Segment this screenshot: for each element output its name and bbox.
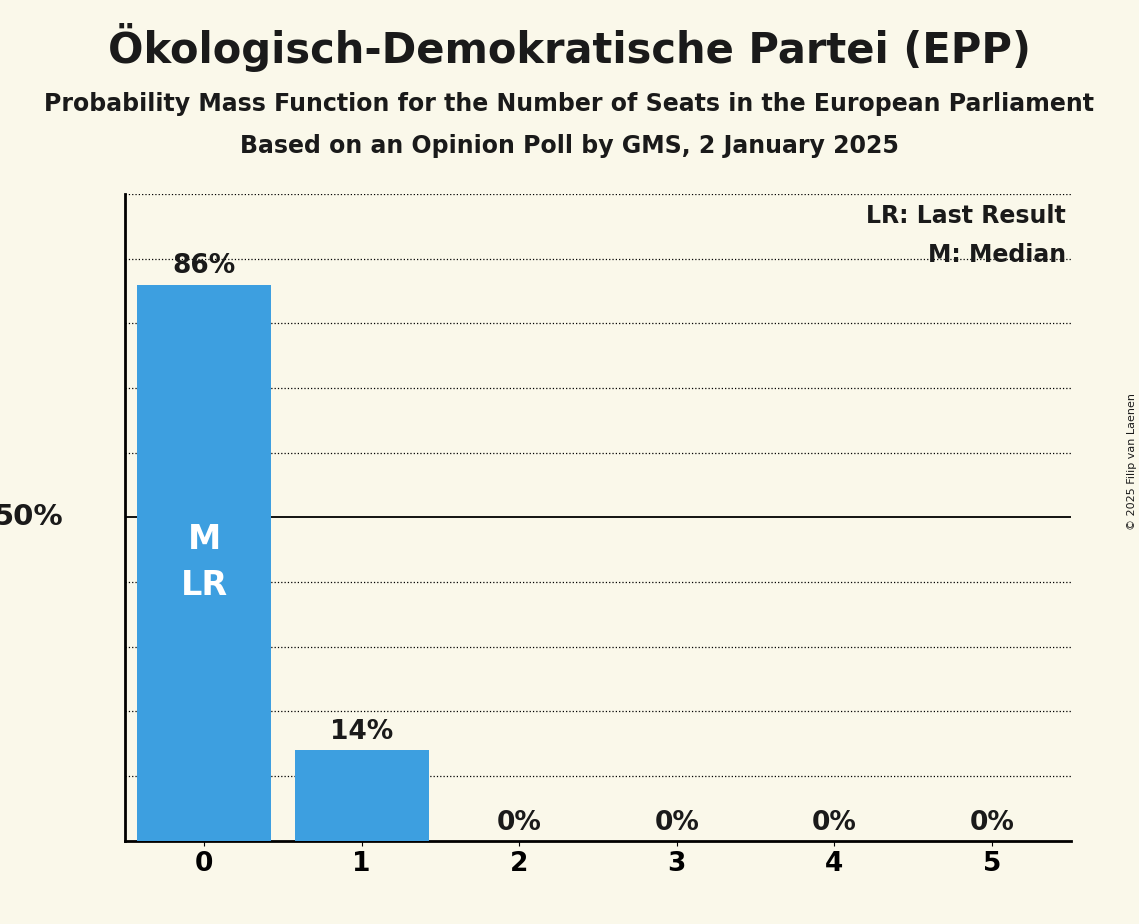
Text: M: Median: M: Median xyxy=(928,243,1066,266)
Text: 0%: 0% xyxy=(654,809,699,835)
Text: © 2025 Filip van Laenen: © 2025 Filip van Laenen xyxy=(1126,394,1137,530)
Text: 50%: 50% xyxy=(0,504,64,531)
Text: 0%: 0% xyxy=(497,809,542,835)
Text: Probability Mass Function for the Number of Seats in the European Parliament: Probability Mass Function for the Number… xyxy=(44,92,1095,116)
Text: 14%: 14% xyxy=(330,719,393,745)
Text: 86%: 86% xyxy=(172,253,236,279)
Text: LR: Last Result: LR: Last Result xyxy=(866,204,1066,227)
Text: M
LR: M LR xyxy=(180,523,228,602)
Text: Based on an Opinion Poll by GMS, 2 January 2025: Based on an Opinion Poll by GMS, 2 Janua… xyxy=(240,134,899,158)
Bar xyxy=(295,750,428,841)
Text: Ökologisch-Demokratische Partei (EPP): Ökologisch-Demokratische Partei (EPP) xyxy=(108,23,1031,72)
Text: 0%: 0% xyxy=(812,809,857,835)
Bar xyxy=(137,285,271,841)
Text: 0%: 0% xyxy=(969,809,1015,835)
